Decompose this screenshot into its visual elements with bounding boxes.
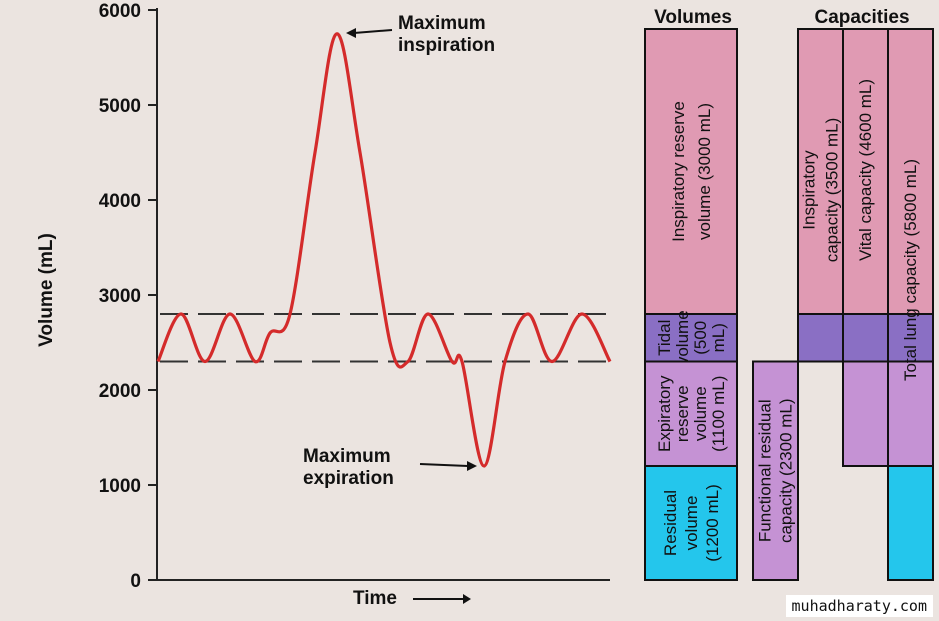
erv-segment xyxy=(644,360,738,467)
max-inspiration-arrowhead xyxy=(346,28,356,38)
svg-text:Expiratoryreservevolume(1100 m: Expiratoryreservevolume(1100 mL) xyxy=(655,375,728,452)
max-expiration-arrowhead xyxy=(467,461,477,471)
y-tick-label: 0 xyxy=(130,571,141,592)
vc-bottom-segment xyxy=(842,360,889,467)
max-expiration-arrow xyxy=(419,463,469,467)
irv-label: Inspiratory reserve volume (3000 mL) xyxy=(669,101,714,242)
svg-text:Total lung capacity (5800 mL): Total lung capacity (5800 mL) xyxy=(901,159,920,381)
y-tick-label: 6000 xyxy=(99,1,141,22)
y-tick-label: 2000 xyxy=(99,381,141,402)
y-tick-label: 5000 xyxy=(99,96,141,117)
svg-text:Tidalvolume(500mL): Tidalvolume(500mL) xyxy=(655,310,728,365)
max-inspiration-label: Maximum inspiration xyxy=(398,13,495,56)
volumes-header: Volumes xyxy=(654,7,732,28)
capacities-header: Capacities xyxy=(814,7,909,28)
ic-label: Inspiratory capacity (3500 mL) xyxy=(800,118,842,263)
y-tick-label: 1000 xyxy=(99,476,141,497)
vc-mid-segment xyxy=(842,313,889,363)
y-axis-label: Volume (mL) xyxy=(36,233,57,347)
svg-text:Inspiratory reservevolume (300: Inspiratory reserve volume (3000 mL) xyxy=(669,101,714,242)
max-expiration-label: Maximum expiration xyxy=(303,446,394,489)
vc-top-segment xyxy=(842,28,889,315)
vc-label: Vital capacity (4600 mL) xyxy=(856,79,875,261)
tidal-label: Tidalvolume(500mL) xyxy=(655,310,728,365)
time-arrowhead xyxy=(463,594,471,604)
volume-trace xyxy=(156,32,612,468)
frc-bar xyxy=(752,360,799,581)
frc-label: Functional residual capacity (2300 mL) xyxy=(756,398,796,543)
tlc-top-segment xyxy=(887,28,934,315)
max-inspiration-arrow xyxy=(353,29,393,34)
tlc-low-segment xyxy=(887,360,934,467)
svg-text:Vital capacity (4600 mL): Vital capacity (4600 mL) xyxy=(856,79,875,261)
y-tick-label: 3000 xyxy=(99,286,141,307)
erv-label: Expiratoryreservevolume(1100 mL) xyxy=(655,375,728,452)
tlc-bottom-segment xyxy=(887,465,934,581)
irv-segment xyxy=(644,28,738,315)
y-tick-label: 4000 xyxy=(99,191,141,212)
x-axis-label: Time xyxy=(353,588,397,609)
rv-segment xyxy=(644,465,738,581)
watermark: muhadharaty.com xyxy=(785,595,933,617)
ic-bottom-segment xyxy=(797,313,844,363)
rv-label: Residual volume (1200 mL) xyxy=(661,484,722,561)
tlc-label: Total lung capacity (5800 mL) xyxy=(901,159,920,381)
